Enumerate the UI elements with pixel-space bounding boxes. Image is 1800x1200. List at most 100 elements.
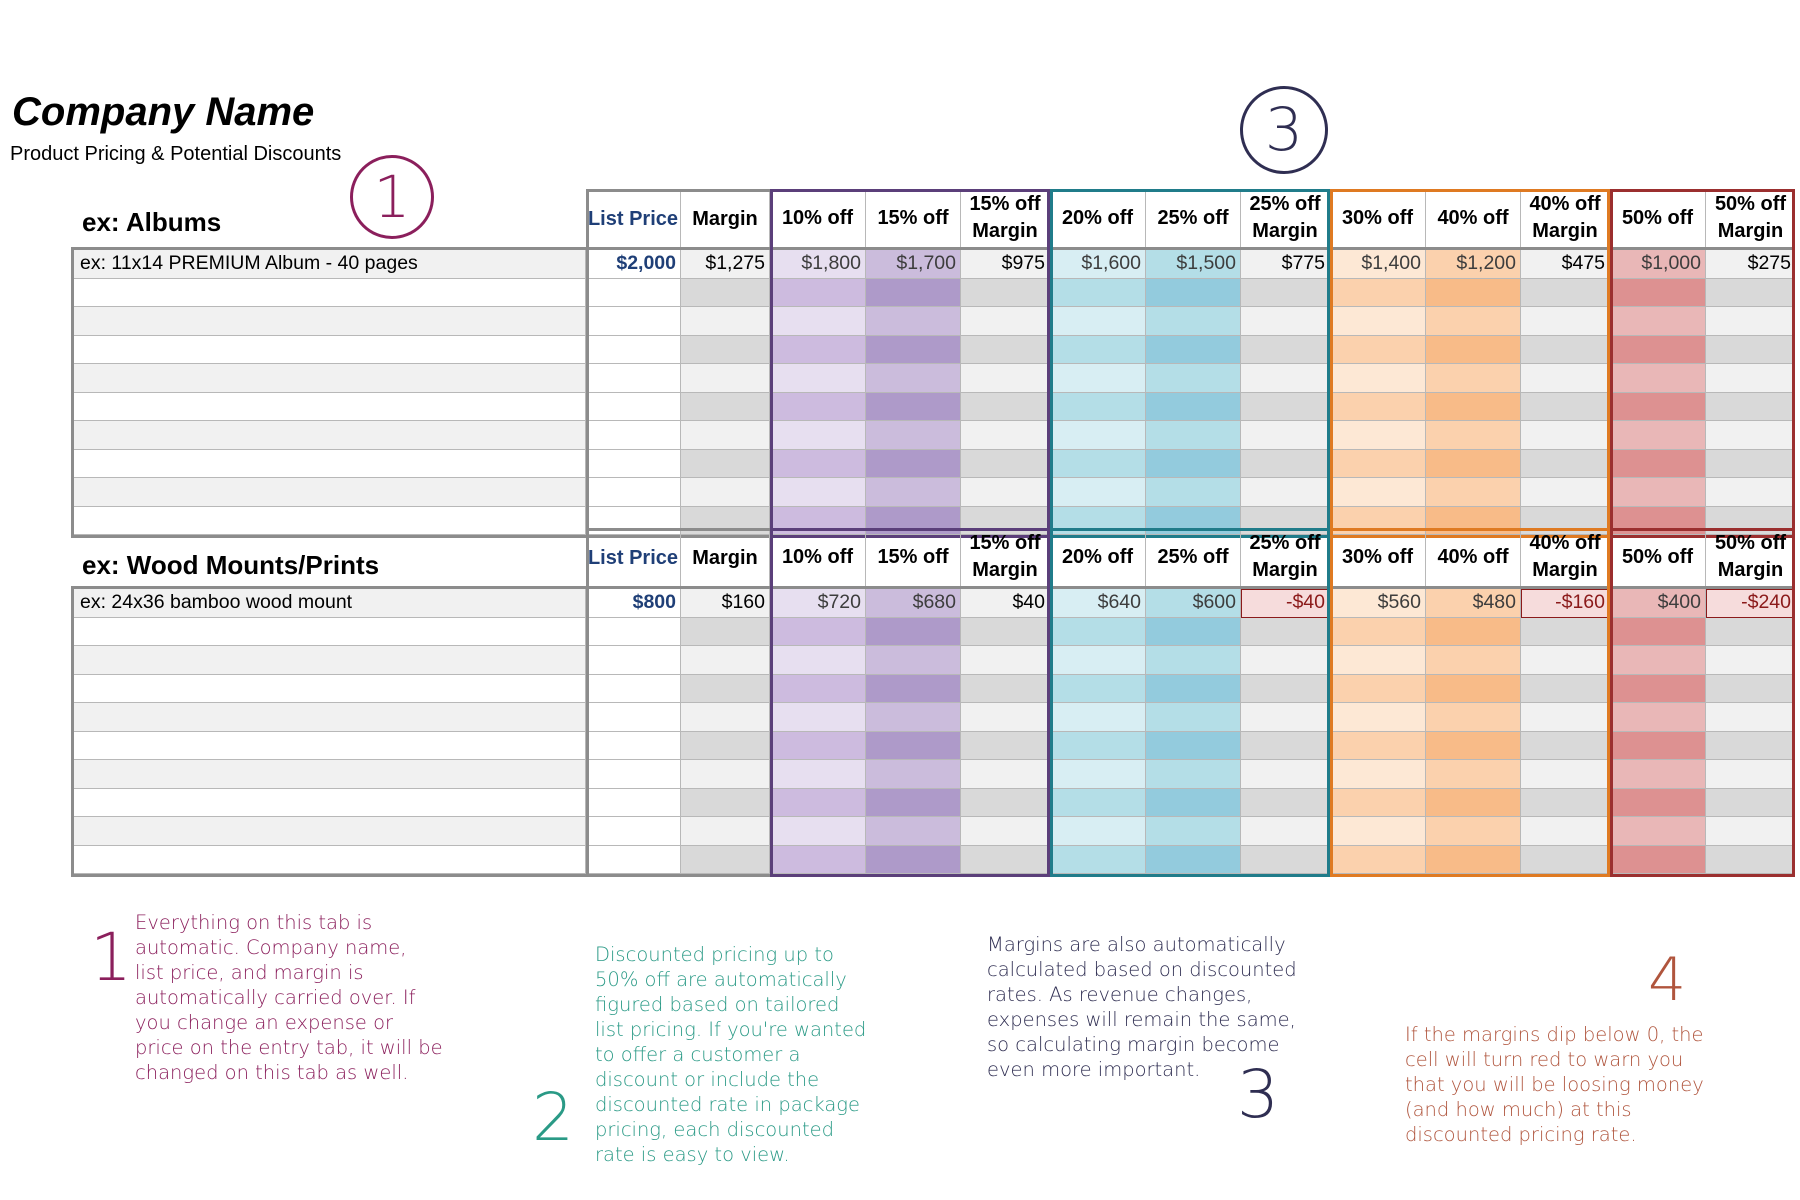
price-cell-d50[interactable] <box>1610 421 1706 450</box>
price-cell-d30[interactable] <box>1330 845 1426 874</box>
price-cell-list[interactable] <box>586 335 681 364</box>
price-cell-m15[interactable] <box>961 617 1050 646</box>
price-cell-m40[interactable] <box>1521 760 1610 789</box>
price-cell-m25[interactable] <box>1241 817 1330 846</box>
price-cell-m25[interactable] <box>1241 392 1330 421</box>
price-cell-d50[interactable] <box>1610 788 1706 817</box>
price-cell-m25[interactable] <box>1241 478 1330 507</box>
price-cell-m50[interactable] <box>1706 392 1795 421</box>
price-cell-d20[interactable] <box>1050 817 1146 846</box>
price-cell-margin[interactable] <box>681 364 770 393</box>
price-cell-margin[interactable]: $160 <box>681 589 770 618</box>
product-name-cell[interactable] <box>74 278 586 307</box>
price-cell-d15[interactable] <box>866 335 961 364</box>
price-cell-m25[interactable]: -$40 <box>1241 589 1330 618</box>
price-cell-d25[interactable] <box>1146 392 1241 421</box>
price-cell-m50[interactable] <box>1706 760 1795 789</box>
price-cell-d25[interactable] <box>1146 731 1241 760</box>
price-cell-d40[interactable]: $480 <box>1426 589 1521 618</box>
price-cell-d40[interactable] <box>1426 392 1521 421</box>
price-cell-m40[interactable] <box>1521 278 1610 307</box>
price-cell-list[interactable] <box>586 364 681 393</box>
price-cell-m15[interactable] <box>961 392 1050 421</box>
product-name-cell[interactable] <box>74 506 586 535</box>
price-cell-d10[interactable] <box>770 617 866 646</box>
product-name-cell[interactable] <box>74 392 586 421</box>
price-cell-margin[interactable] <box>681 817 770 846</box>
price-cell-d15[interactable] <box>866 478 961 507</box>
price-cell-d30[interactable] <box>1330 392 1426 421</box>
price-cell-m25[interactable] <box>1241 788 1330 817</box>
price-cell-d50[interactable] <box>1610 307 1706 336</box>
price-cell-m40[interactable] <box>1521 421 1610 450</box>
price-cell-d15[interactable] <box>866 845 961 874</box>
price-cell-d50[interactable] <box>1610 335 1706 364</box>
price-cell-margin[interactable] <box>681 617 770 646</box>
price-cell-d20[interactable] <box>1050 788 1146 817</box>
price-cell-d30[interactable] <box>1330 335 1426 364</box>
product-name-cell[interactable] <box>74 335 586 364</box>
product-name-cell[interactable] <box>74 731 586 760</box>
price-cell-d40[interactable] <box>1426 817 1521 846</box>
price-cell-m40[interactable] <box>1521 817 1610 846</box>
price-cell-d25[interactable] <box>1146 788 1241 817</box>
price-cell-m15[interactable] <box>961 364 1050 393</box>
price-cell-d40[interactable] <box>1426 788 1521 817</box>
product-name-cell[interactable] <box>74 674 586 703</box>
price-cell-m40[interactable] <box>1521 617 1610 646</box>
price-cell-margin[interactable] <box>681 703 770 732</box>
price-cell-d30[interactable] <box>1330 674 1426 703</box>
price-cell-d20[interactable] <box>1050 845 1146 874</box>
price-cell-m50[interactable] <box>1706 335 1795 364</box>
price-cell-m40[interactable] <box>1521 674 1610 703</box>
price-cell-d20[interactable] <box>1050 449 1146 478</box>
price-cell-d50[interactable] <box>1610 646 1706 675</box>
price-cell-d40[interactable]: $1,200 <box>1426 250 1521 279</box>
price-cell-d40[interactable] <box>1426 845 1521 874</box>
price-cell-d15[interactable] <box>866 731 961 760</box>
price-cell-d25[interactable] <box>1146 478 1241 507</box>
product-name-cell[interactable] <box>74 703 586 732</box>
product-name-cell[interactable]: ex: 11x14 PREMIUM Album - 40 pages <box>74 250 586 279</box>
price-cell-m15[interactable]: $975 <box>961 250 1050 279</box>
price-cell-d10[interactable] <box>770 760 866 789</box>
price-cell-list[interactable] <box>586 760 681 789</box>
price-cell-d10[interactable]: $1,800 <box>770 250 866 279</box>
price-cell-d30[interactable] <box>1330 364 1426 393</box>
price-cell-m15[interactable] <box>961 478 1050 507</box>
price-cell-m40[interactable] <box>1521 731 1610 760</box>
price-cell-d10[interactable] <box>770 731 866 760</box>
price-cell-d15[interactable] <box>866 278 961 307</box>
price-cell-d40[interactable] <box>1426 478 1521 507</box>
price-cell-m40[interactable] <box>1521 449 1610 478</box>
price-cell-list[interactable] <box>586 646 681 675</box>
price-cell-m40[interactable] <box>1521 392 1610 421</box>
price-cell-d50[interactable]: $400 <box>1610 589 1706 618</box>
price-cell-d25[interactable] <box>1146 449 1241 478</box>
price-cell-d30[interactable] <box>1330 760 1426 789</box>
price-cell-m50[interactable] <box>1706 364 1795 393</box>
price-cell-m25[interactable] <box>1241 335 1330 364</box>
price-cell-d40[interactable] <box>1426 449 1521 478</box>
price-cell-m25[interactable] <box>1241 760 1330 789</box>
price-cell-m50[interactable] <box>1706 703 1795 732</box>
price-cell-d15[interactable] <box>866 364 961 393</box>
product-name-cell[interactable] <box>74 307 586 336</box>
price-cell-d25[interactable] <box>1146 617 1241 646</box>
price-cell-margin[interactable] <box>681 478 770 507</box>
price-cell-d20[interactable] <box>1050 278 1146 307</box>
price-cell-d20[interactable] <box>1050 617 1146 646</box>
product-name-cell[interactable] <box>74 449 586 478</box>
price-cell-d20[interactable] <box>1050 674 1146 703</box>
price-cell-m50[interactable] <box>1706 646 1795 675</box>
price-cell-margin[interactable] <box>681 731 770 760</box>
product-name-cell[interactable]: ex: 24x36 bamboo wood mount <box>74 589 586 618</box>
price-cell-m15[interactable] <box>961 307 1050 336</box>
product-name-cell[interactable] <box>74 788 586 817</box>
price-cell-d10[interactable] <box>770 421 866 450</box>
price-cell-list[interactable] <box>586 449 681 478</box>
price-cell-d10[interactable] <box>770 364 866 393</box>
price-cell-d15[interactable] <box>866 817 961 846</box>
price-cell-d20[interactable] <box>1050 760 1146 789</box>
product-name-cell[interactable] <box>74 646 586 675</box>
